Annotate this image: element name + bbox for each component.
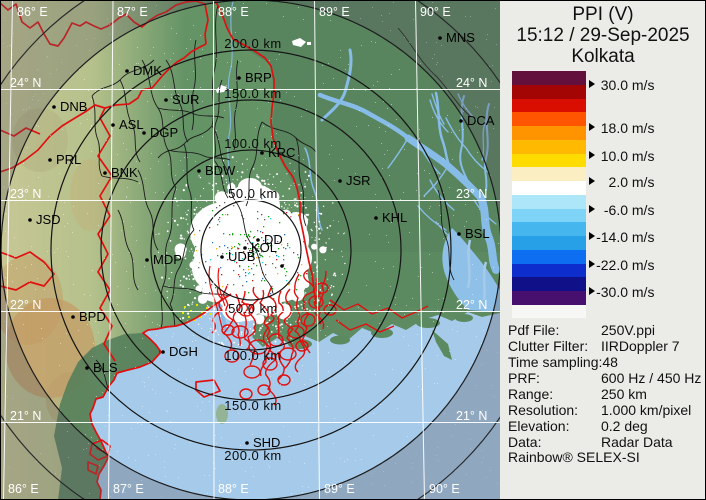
- svg-text:DGP: DGP: [150, 125, 178, 140]
- svg-text:MDP: MDP: [153, 252, 182, 267]
- svg-text:50.0 km: 50.0 km: [228, 186, 278, 201]
- svg-text:23° N: 23° N: [456, 187, 487, 201]
- svg-text:PRL: PRL: [56, 152, 81, 167]
- svg-text:DD: DD: [264, 232, 283, 247]
- svg-text:BDW: BDW: [205, 163, 236, 178]
- svg-text:DMK: DMK: [133, 63, 162, 78]
- svg-text:SUR: SUR: [172, 92, 199, 107]
- svg-text:BLS: BLS: [93, 360, 118, 375]
- svg-text:89° E: 89° E: [324, 482, 355, 496]
- svg-text:88° E: 88° E: [218, 5, 249, 19]
- svg-text:21° N: 21° N: [10, 409, 41, 423]
- svg-text:JSD: JSD: [36, 212, 61, 227]
- svg-text:50.0 km: 50.0 km: [228, 301, 278, 316]
- svg-text:100.0 km: 100.0 km: [224, 136, 281, 151]
- svg-text:SHD: SHD: [253, 435, 280, 450]
- svg-text:DNB: DNB: [60, 99, 87, 114]
- svg-text:UDB: UDB: [228, 249, 255, 264]
- svg-text:24° N: 24° N: [10, 76, 41, 90]
- svg-text:JSR: JSR: [346, 173, 371, 188]
- svg-text:200.0 km: 200.0 km: [224, 448, 281, 463]
- svg-text:KOL: KOL: [251, 240, 277, 255]
- svg-text:BNK: BNK: [111, 165, 138, 180]
- svg-text:MNS: MNS: [446, 30, 475, 45]
- svg-text:23° N: 23° N: [10, 187, 41, 201]
- svg-text:150.0 km: 150.0 km: [224, 86, 281, 101]
- svg-text:89° E: 89° E: [319, 5, 350, 19]
- svg-text:87° E: 87° E: [113, 482, 144, 496]
- svg-text:KRC: KRC: [268, 145, 295, 160]
- svg-text:100.0 km: 100.0 km: [224, 348, 281, 363]
- svg-text:KHL: KHL: [382, 210, 407, 225]
- svg-text:ASL: ASL: [119, 117, 144, 132]
- svg-text:24° N: 24° N: [456, 76, 487, 90]
- svg-text:87° E: 87° E: [117, 5, 148, 19]
- svg-text:22° N: 22° N: [456, 298, 487, 312]
- svg-text:BPD: BPD: [79, 309, 106, 324]
- svg-text:DGH: DGH: [169, 344, 198, 359]
- svg-text:22° N: 22° N: [10, 298, 41, 312]
- svg-text:88° E: 88° E: [218, 482, 249, 496]
- svg-text:21° N: 21° N: [456, 409, 487, 423]
- svg-text:DCA: DCA: [467, 113, 495, 128]
- svg-text:86° E: 86° E: [8, 482, 39, 496]
- svg-text:BSL: BSL: [465, 226, 490, 241]
- svg-text:150.0 km: 150.0 km: [224, 398, 281, 413]
- svg-text:90° E: 90° E: [429, 482, 460, 496]
- svg-text:86° E: 86° E: [17, 5, 48, 19]
- svg-text:200.0 km: 200.0 km: [224, 36, 281, 51]
- svg-text:BRP: BRP: [245, 70, 272, 85]
- svg-text:90° E: 90° E: [420, 5, 451, 19]
